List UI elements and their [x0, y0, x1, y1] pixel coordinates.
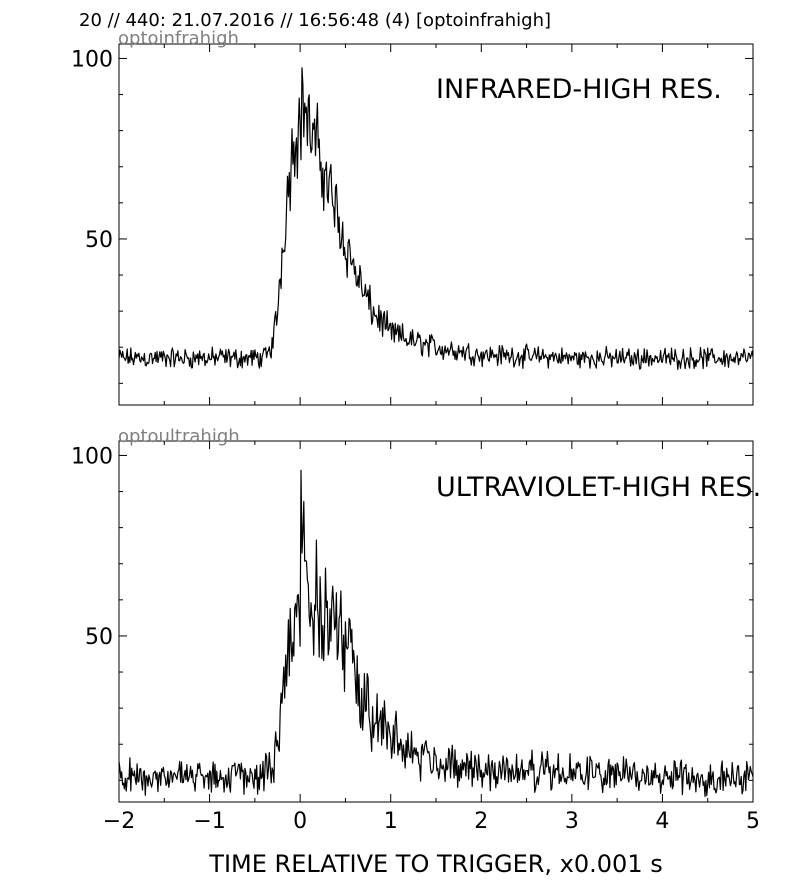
- y-tick-label-100: 100: [71, 444, 113, 469]
- x-tick-label--2: −2: [103, 809, 135, 834]
- ultraviolet-signal-line: [118, 469, 754, 798]
- x-tick-label-3: 3: [565, 809, 579, 834]
- infrared-yticks: 50 100: [71, 47, 113, 253]
- ultraviolet-panel-label: ULTRAVIOLET-HIGH RES.: [436, 472, 761, 503]
- x-tick-label-5: 5: [746, 809, 760, 834]
- y-tick-label-100: 100: [71, 47, 113, 72]
- x-tick-label-4: 4: [655, 809, 669, 834]
- x-tick-label-1: 1: [384, 809, 398, 834]
- infrared-source-label: optoinfrahigh: [118, 28, 239, 49]
- figure-title: 20 // 440: 21.07.2016 // 16:56:48 (4) [o…: [79, 10, 551, 31]
- x-tick-label-2: 2: [474, 809, 488, 834]
- ultraviolet-yticks: 50 100: [71, 444, 113, 650]
- ultraviolet-panel: optoultrahigh ULTRAVIOLET-HIGH RES. 5010…: [71, 426, 761, 834]
- ultraviolet-source-label: optoultrahigh: [118, 426, 240, 447]
- y-tick-label-50: 50: [85, 625, 113, 650]
- y-tick-label-50: 50: [85, 228, 113, 253]
- x-tick-label-0: 0: [293, 809, 307, 834]
- x-axis-label: TIME RELATIVE TO TRIGGER, x0.001 s: [208, 850, 662, 878]
- ultraviolet-xticks: −2 −1 0 1 2 3 4 5: [103, 809, 760, 834]
- infrared-signal-line: [118, 67, 754, 371]
- infrared-panel: optoinfrahigh INFRARED-HIGH RES. 50 100: [71, 28, 754, 406]
- infrared-panel-label: INFRARED-HIGH RES.: [436, 74, 722, 105]
- x-tick-label--1: −1: [193, 809, 225, 834]
